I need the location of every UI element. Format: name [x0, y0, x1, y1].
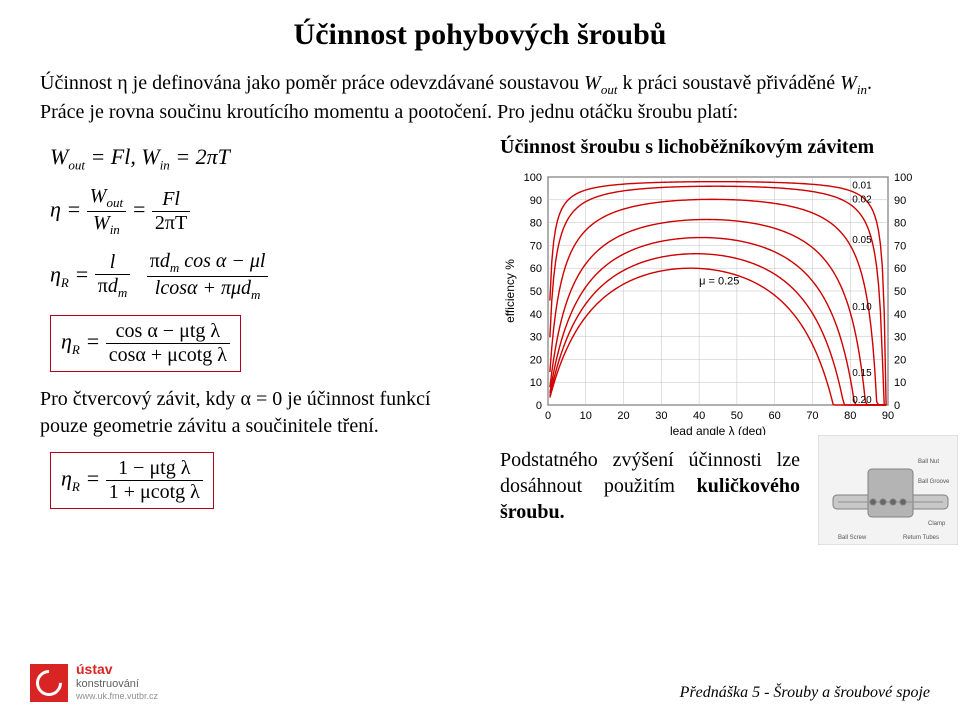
svg-text:efficiency %: efficiency % [503, 258, 517, 322]
svg-text:μ = 0.25: μ = 0.25 [699, 275, 739, 287]
svg-text:50: 50 [894, 286, 906, 298]
svg-text:20: 20 [617, 410, 629, 422]
svg-text:90: 90 [530, 194, 542, 206]
svg-text:50: 50 [731, 410, 743, 422]
intro-text: Účinnost η je definována jako poměr prác… [40, 70, 920, 126]
svg-text:40: 40 [693, 410, 705, 422]
svg-text:Ball Groove: Ball Groove [918, 479, 950, 485]
svg-text:10: 10 [530, 377, 542, 389]
svg-text:70: 70 [806, 410, 818, 422]
svg-text:0.01: 0.01 [852, 180, 872, 191]
formula-work: Wout = Fl, Win = 2πT [50, 144, 480, 173]
svg-text:70: 70 [894, 240, 906, 252]
svg-text:0.05: 0.05 [852, 235, 872, 246]
svg-text:0: 0 [894, 400, 900, 412]
svg-text:20: 20 [530, 354, 542, 366]
institute-logo: ústav konstruování www.uk.fme.vutbr.cz [30, 662, 158, 702]
svg-text:60: 60 [530, 263, 542, 275]
svg-text:lead angle λ (deg): lead angle λ (deg) [670, 424, 766, 435]
blurb-text: Podstatného zvýšení účinnosti lze dosáhn… [500, 447, 800, 525]
svg-text:30: 30 [655, 410, 667, 422]
svg-text:40: 40 [894, 308, 906, 320]
svg-text:0: 0 [545, 410, 551, 422]
svg-text:100: 100 [894, 172, 912, 184]
svg-text:90: 90 [894, 194, 906, 206]
svg-text:Clamp: Clamp [928, 521, 946, 527]
svg-text:10: 10 [894, 377, 906, 389]
page-title: Účinnost pohybových šroubů [40, 18, 920, 52]
svg-text:0: 0 [536, 400, 542, 412]
svg-text:Return Tubes: Return Tubes [903, 535, 939, 541]
svg-text:0.02: 0.02 [852, 194, 872, 205]
svg-text:80: 80 [844, 410, 856, 422]
svg-text:50: 50 [530, 286, 542, 298]
svg-text:100: 100 [524, 172, 542, 184]
svg-text:40: 40 [530, 308, 542, 320]
svg-text:0.10: 0.10 [852, 302, 872, 313]
svg-text:60: 60 [769, 410, 781, 422]
svg-text:70: 70 [530, 240, 542, 252]
svg-text:60: 60 [894, 263, 906, 275]
efficiency-chart: 0102030405060708090001010202030304040505… [500, 165, 958, 435]
svg-text:10: 10 [580, 410, 592, 422]
svg-text:80: 80 [530, 217, 542, 229]
svg-text:90: 90 [882, 410, 894, 422]
lecture-label: Přednáška 5 - Šrouby a šroubové spoje [680, 684, 930, 702]
formula-etaR-square: ηR = 1 − μtg λ 1 + μcotg λ [50, 452, 480, 509]
svg-text:30: 30 [894, 331, 906, 343]
formula-etaR-boxed: ηR = cos α − μtg λ cosα + μcotg λ [50, 315, 480, 372]
chart-title: Účinnost šroubu s lichoběžníkovým závite… [500, 136, 958, 159]
formula-eta: η = Wout Win = Fl 2πT [50, 185, 480, 238]
svg-text:Ball Screw: Ball Screw [838, 535, 867, 541]
svg-text:30: 30 [530, 331, 542, 343]
svg-text:Ball Nut: Ball Nut [918, 459, 939, 465]
svg-text:20: 20 [894, 354, 906, 366]
square-thread-text: Pro čtvercový závit, kdy α = 0 je účinno… [40, 386, 480, 440]
svg-text:0.15: 0.15 [852, 368, 872, 379]
ballscrew-image: Ball Nut Ball Groove Clamp Return Tubes … [818, 435, 958, 550]
formula-etaR: ηR = l ππddm πdm cos α − μl lcosα + πμdm [50, 250, 480, 303]
svg-text:80: 80 [894, 217, 906, 229]
logo-icon [30, 664, 68, 702]
formula-column: Wout = Fl, Win = 2πT η = Wout Win = Fl 2… [40, 136, 480, 550]
